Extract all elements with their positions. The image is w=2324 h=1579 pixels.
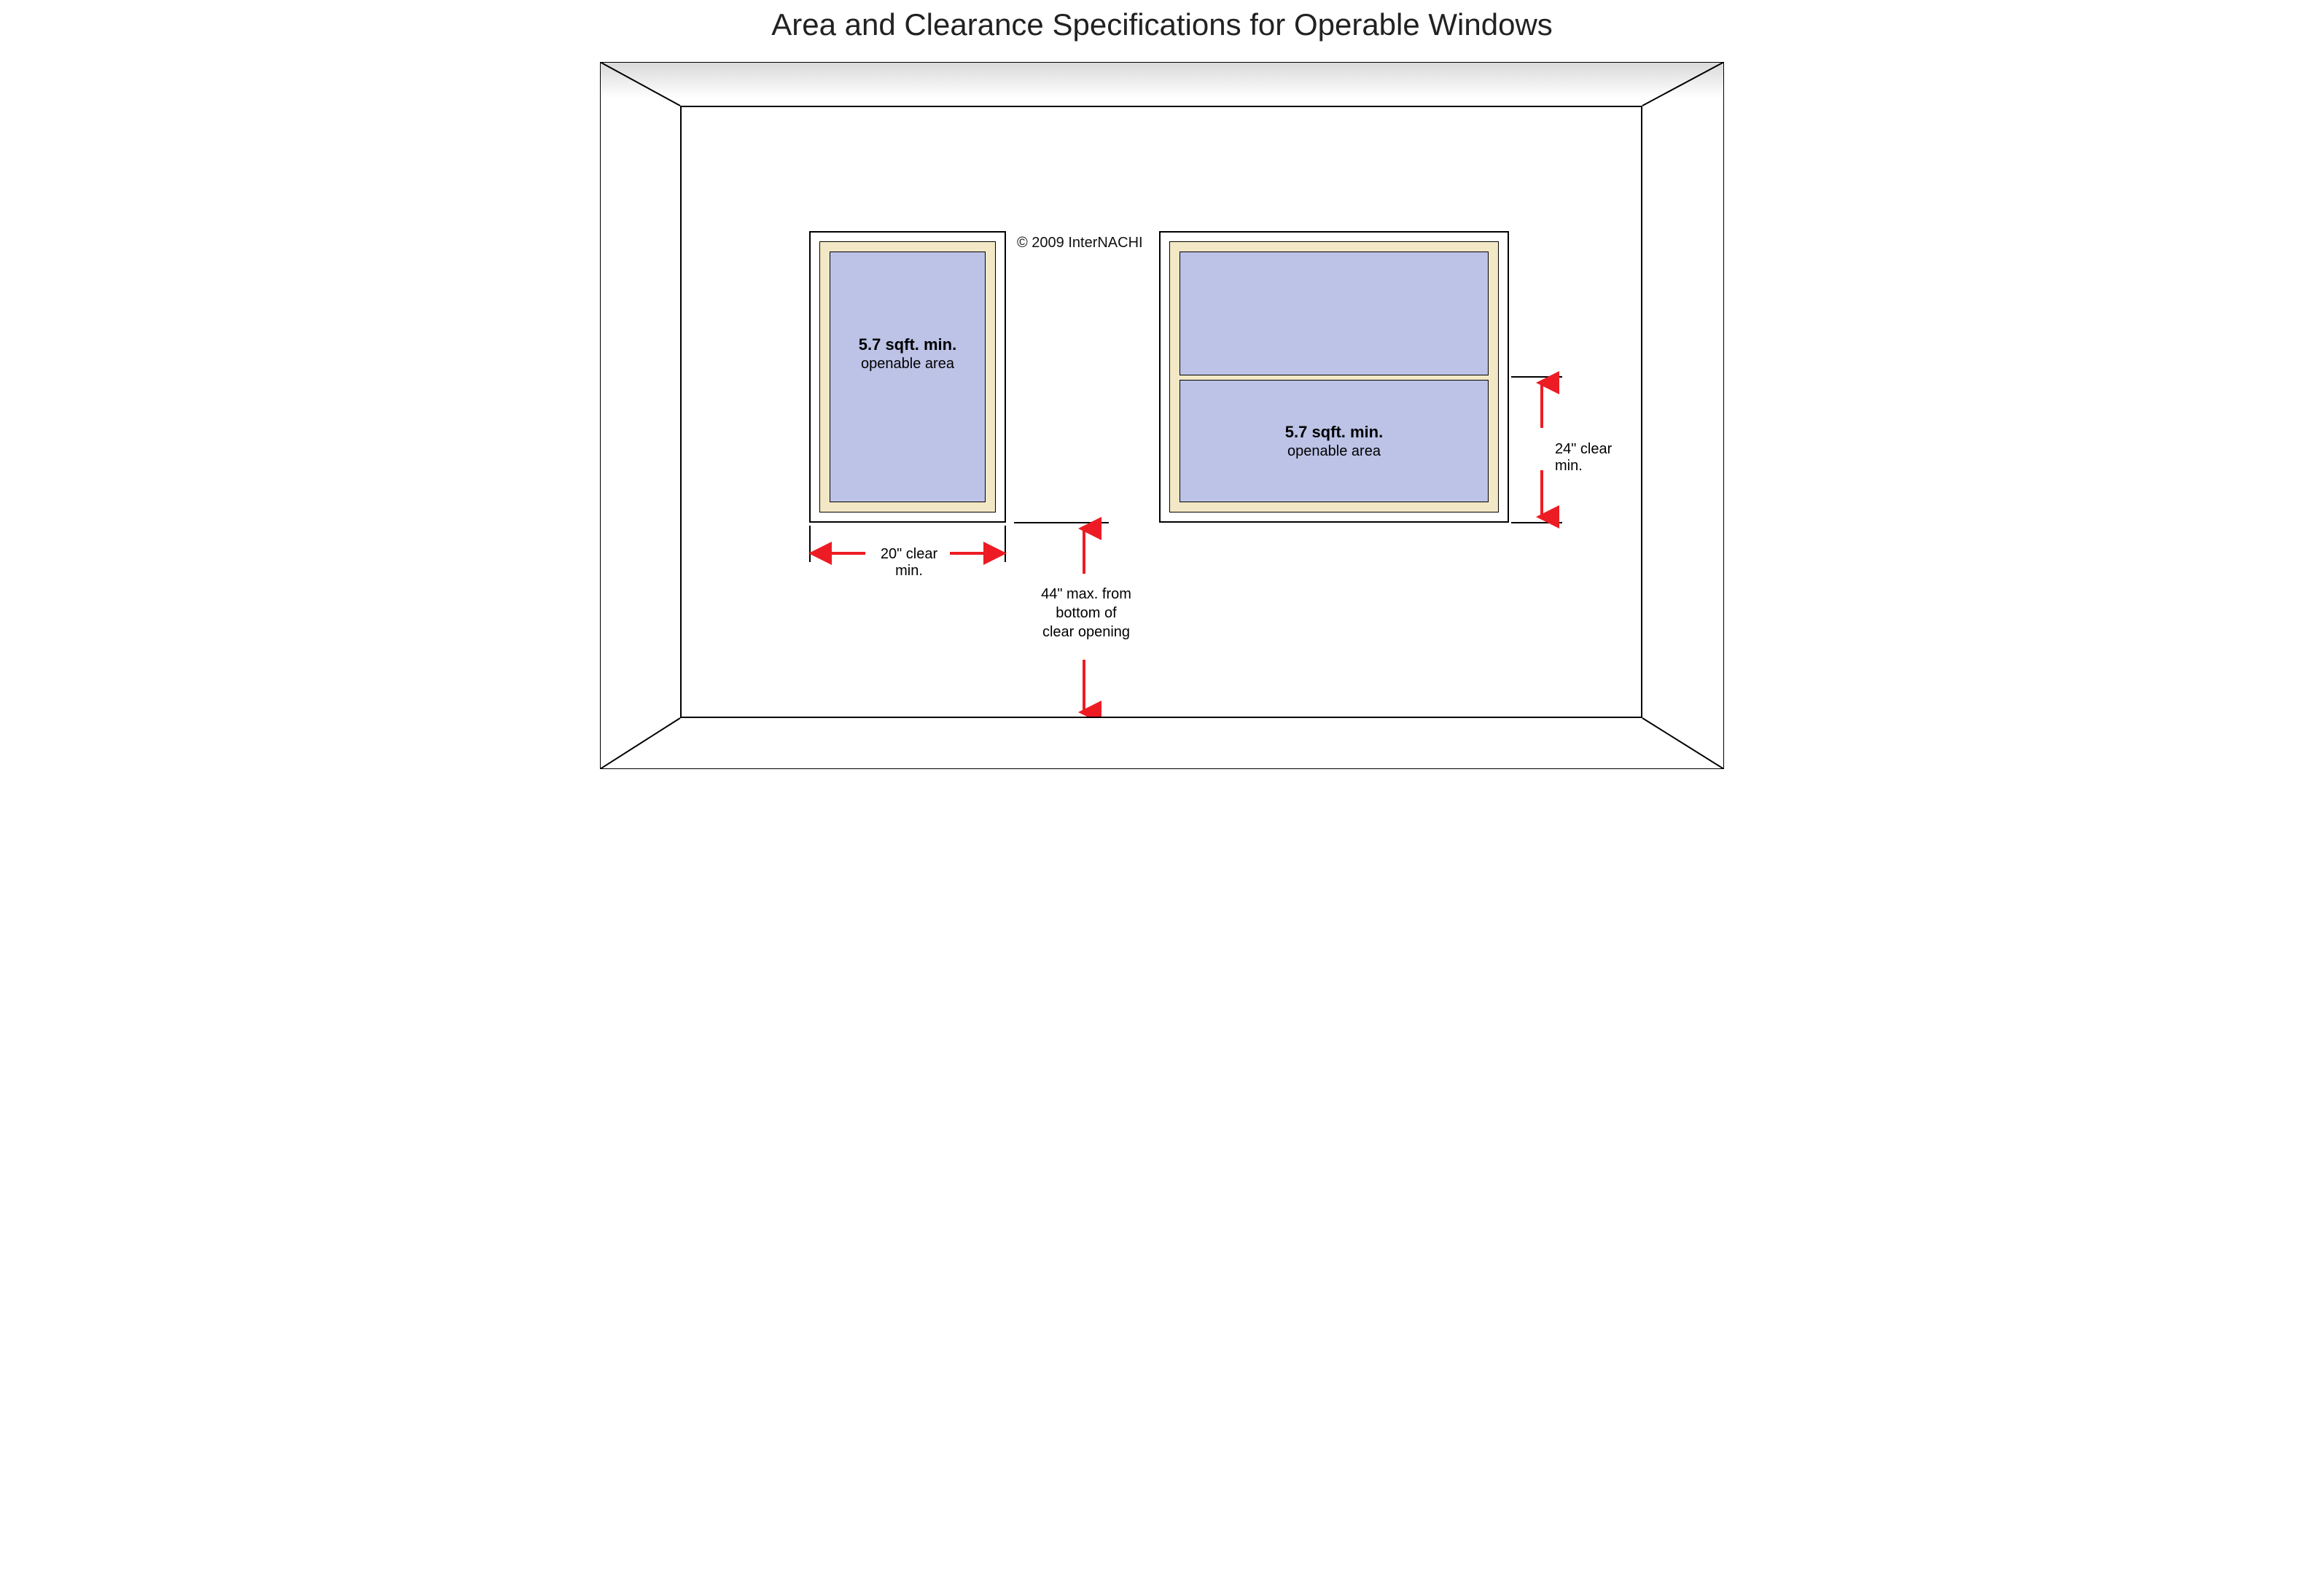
back-wall: 5.7 sqft. min. openable area 5.7 sqft. m… (680, 106, 1642, 718)
window-left-area-label: 5.7 sqft. min. openable area (811, 335, 1005, 373)
dim-height-label: 24" clear min. (1555, 441, 1642, 475)
window-left: 5.7 sqft. min. openable area (809, 231, 1006, 523)
dim-sill-label-1: 44" max. from (1024, 585, 1148, 604)
dim-sill-label-2: bottom of (1024, 604, 1148, 623)
dim-width-tick-left (809, 526, 811, 562)
window-right-area-bold: 5.7 sqft. min. (1161, 422, 1508, 442)
window-left-glass (830, 252, 986, 502)
ceiling-gradient (600, 62, 1724, 98)
window-right-area-label: 5.7 sqft. min. openable area (1161, 422, 1508, 461)
dim-width-tick-right (1005, 526, 1006, 562)
diagram-title: Area and Clearance Specifications for Op… (581, 7, 1743, 42)
diagram-canvas: Area and Clearance Specifications for Op… (581, 0, 1743, 790)
dim-width-label: 20" clear min. (865, 546, 953, 580)
window-right-area-text: openable area (1161, 442, 1508, 461)
dim-height-tick-top (1511, 376, 1562, 378)
window-right: 5.7 sqft. min. openable area (1159, 231, 1509, 523)
window-right-glass-top (1179, 252, 1489, 375)
dim-sill-label: 44" max. from bottom of clear opening (1024, 585, 1148, 642)
window-left-area-bold: 5.7 sqft. min. (811, 335, 1005, 355)
dim-sill-label-3: clear opening (1024, 623, 1148, 642)
room-perspective: 5.7 sqft. min. openable area 5.7 sqft. m… (600, 62, 1724, 769)
window-left-area-text: openable area (811, 355, 1005, 373)
dim-sill-tick (1014, 522, 1109, 523)
dim-height-tick-bottom (1511, 522, 1562, 523)
copyright-text: © 2009 InterNACHI (1017, 235, 1143, 252)
